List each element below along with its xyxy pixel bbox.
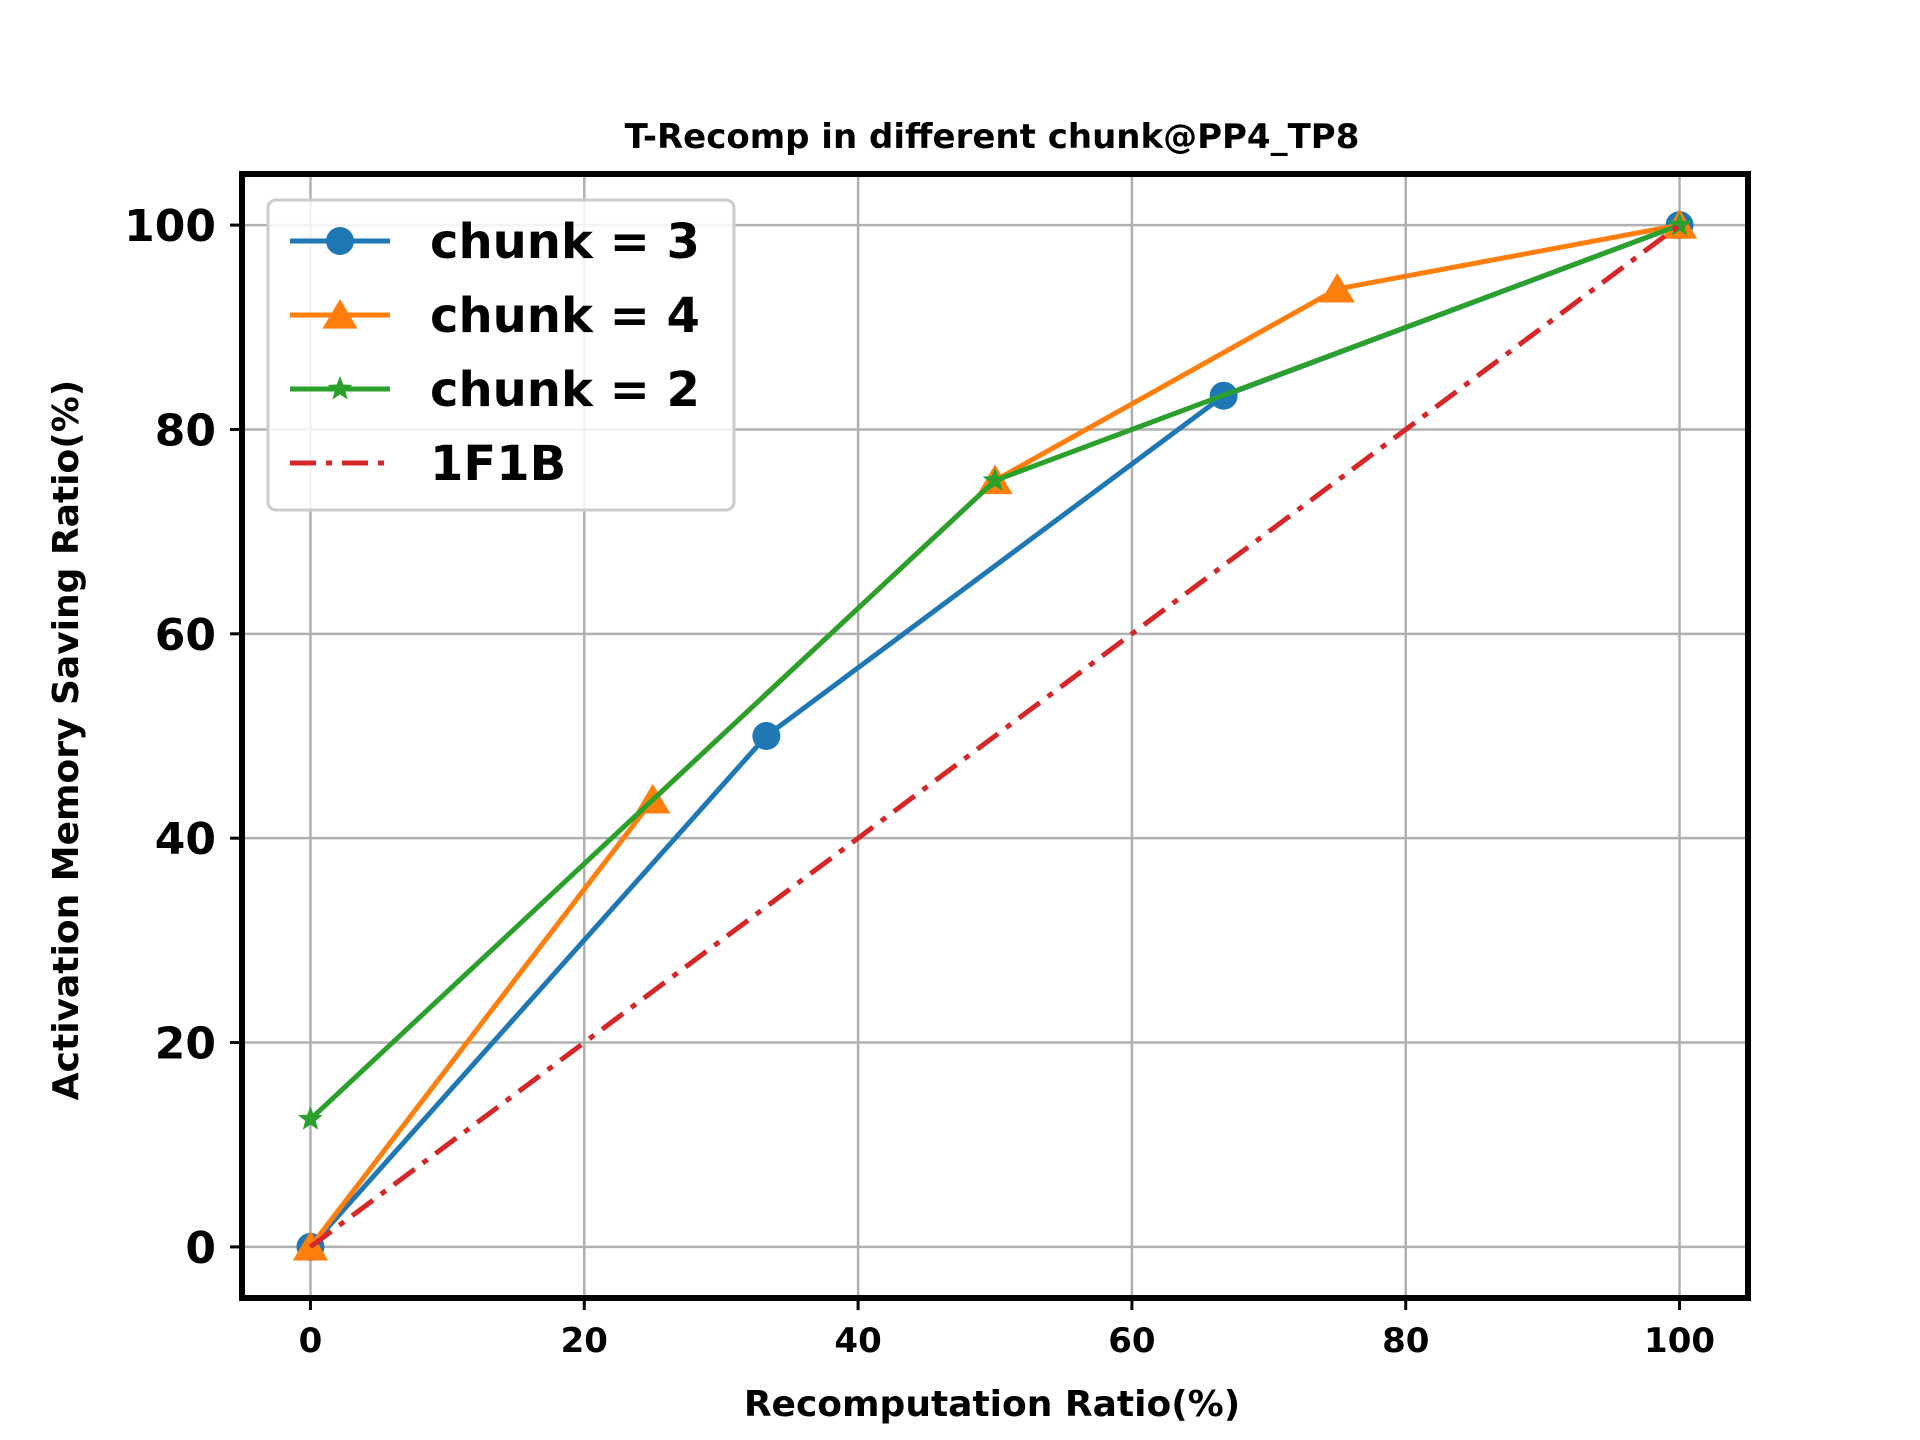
x-tick-label: 20 [561,1321,608,1361]
legend-label: 1F1B [430,436,566,492]
legend-item: chunk = 2 [290,362,700,418]
chart-title: T-Recomp in different chunk@PP4_TP8 [625,117,1360,157]
data-point [298,1106,323,1130]
y-tick-label: 80 [155,405,216,456]
x-tick-label: 80 [1382,1321,1429,1361]
series-layer [292,209,1698,1261]
x-tick-label: 40 [834,1321,881,1361]
series-1f1b [308,223,1682,1249]
x-tick-label: 0 [299,1321,323,1361]
legend-marker [327,376,353,400]
legend: chunk = 3 chunk = 4 chunk = 2 1F1B [266,198,736,512]
x-tick-label: 100 [1644,1321,1715,1361]
y-tick-label: 60 [155,610,216,661]
y-tick-label: 40 [155,814,216,865]
y-ticks: 0 20 40 60 80 100 [124,201,242,1274]
y-tick-label: 20 [155,1019,216,1070]
y-axis-label: Activation Memory Saving Ratio(%) [46,380,87,1100]
legend-marker [322,299,358,329]
data-point [1319,272,1355,303]
legend-item: chunk = 3 [290,214,700,270]
legend-label: chunk = 2 [430,362,700,418]
legend-label: chunk = 3 [430,214,700,270]
y-tick-label: 0 [185,1223,216,1274]
x-tick-label: 60 [1108,1321,1155,1361]
legend-item: 1F1B [290,436,566,492]
y-tick-label: 100 [124,201,216,252]
legend-box [266,198,736,512]
legend-label: chunk = 4 [430,288,700,344]
series-chunk-2 [298,212,1692,1130]
series-line [308,223,1682,1249]
data-point [752,722,781,750]
x-axis-label: Recomputation Ratio(%) [744,1384,1240,1425]
data-point [1667,212,1692,236]
x-ticks: 0 20 40 60 80 100 [299,1298,1715,1361]
plot-frame [239,171,1751,1301]
legend-item: chunk = 4 [290,288,700,344]
data-point [982,467,1008,492]
legend-marker [326,227,354,255]
